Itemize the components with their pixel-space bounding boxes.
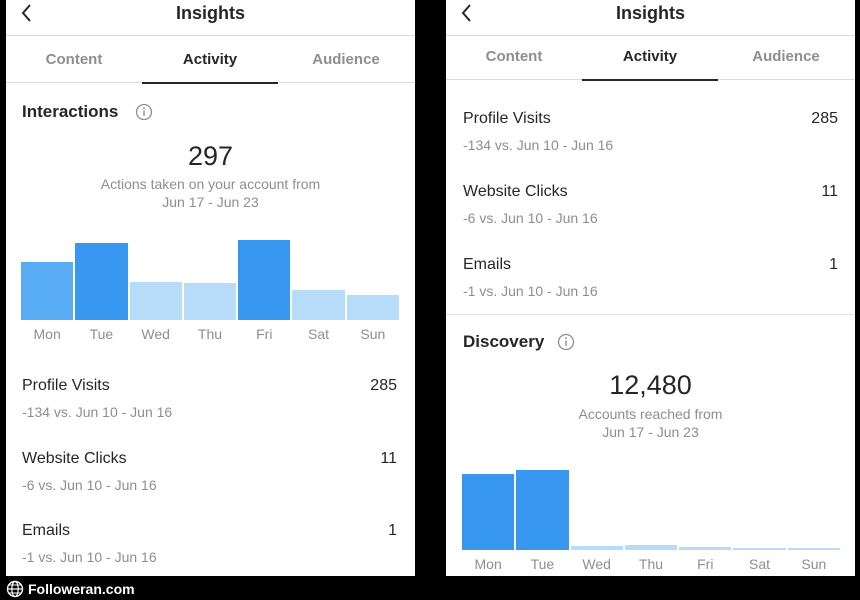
day-label-thu: Thu (638, 556, 664, 572)
metric-label: Emails (463, 256, 512, 273)
bar-fri[interactable] (238, 240, 291, 320)
discovery-caption: Accounts reached from (578, 406, 723, 422)
day-label-tue: Tue (89, 326, 114, 342)
discovery-date-range: Jun 17 - Jun 23 (602, 424, 699, 440)
day-label-mon: Mon (474, 556, 502, 572)
day-label-tue: Tue (530, 556, 555, 572)
metric-website-clicks[interactable]: Website Clicks 11 -6 vs. Jun 10 - Jun 16 (6, 450, 415, 510)
tab-content[interactable]: Content (485, 48, 543, 65)
metric-profile-visits[interactable]: Profile Visits 285 -134 vs. Jun 10 - Jun… (6, 377, 415, 437)
back-arrow-icon[interactable] (16, 2, 38, 24)
metric-label: Profile Visits (22, 377, 110, 394)
bar-mon[interactable] (21, 262, 74, 320)
interactions-title: Interactions (22, 102, 119, 121)
metric-comparison: -6 vs. Jun 10 - Jun 16 (463, 210, 598, 226)
metric-label: Website Clicks (463, 183, 568, 200)
interactions-date-range: Jun 17 - Jun 23 (162, 194, 259, 210)
discovery-title: Discovery (463, 332, 545, 351)
metric-profile-visits[interactable]: Profile Visits 285 -134 vs. Jun 10 - Jun… (446, 110, 855, 170)
section-divider (446, 314, 855, 315)
day-label-fri: Fri (256, 326, 273, 342)
interactions-bar-chart (20, 240, 400, 320)
metric-value: 11 (821, 183, 838, 200)
day-label-fri: Fri (697, 556, 714, 572)
day-label-mon: Mon (33, 326, 61, 342)
insights-panel-left: Insights Content Activity Audience Inter… (6, 0, 415, 576)
bar-thu[interactable] (624, 545, 678, 550)
discovery-day-labels: Mon Tue Wed Thu Fri Sat Sun (461, 556, 841, 574)
top-bar: Insights (446, 0, 855, 36)
metric-comparison: -1 vs. Jun 10 - Jun 16 (22, 549, 157, 565)
discovery-total: 12,480 (609, 370, 692, 400)
day-label-wed: Wed (582, 556, 611, 572)
metric-value: 1 (388, 522, 397, 539)
metric-value: 11 (380, 450, 397, 467)
tab-content[interactable]: Content (45, 51, 103, 68)
day-label-thu: Thu (197, 326, 223, 342)
top-bar: Insights (6, 0, 415, 36)
tab-bar: Content Activity Audience (446, 34, 855, 81)
tab-activity[interactable]: Activity (142, 37, 278, 84)
discovery-bar-chart (461, 470, 841, 550)
metric-value: 1 (829, 256, 838, 273)
metric-comparison: -134 vs. Jun 10 - Jun 16 (22, 404, 173, 420)
metric-comparison: -1 vs. Jun 10 - Jun 16 (463, 283, 598, 299)
bar-wed[interactable] (570, 546, 623, 550)
bar-wed[interactable] (129, 282, 182, 320)
bar-fri[interactable] (679, 547, 732, 550)
back-arrow-icon[interactable] (456, 2, 478, 24)
day-label-sun: Sun (360, 326, 386, 342)
page-title: Insights (615, 3, 685, 23)
info-icon[interactable] (557, 333, 575, 351)
page-title: Insights (175, 3, 245, 23)
bar-tue[interactable] (75, 243, 128, 320)
metric-value: 285 (811, 110, 838, 127)
watermark-text: Followeran.com (28, 581, 135, 597)
tab-audience[interactable]: Audience (312, 51, 380, 68)
globe-icon (6, 580, 24, 598)
insights-panel-right: Insights Content Activity Audience Profi… (446, 0, 855, 576)
metric-value: 285 (370, 377, 397, 394)
tab-audience[interactable]: Audience (752, 48, 820, 65)
metric-label: Emails (22, 522, 71, 539)
metric-comparison: -134 vs. Jun 10 - Jun 16 (463, 137, 614, 153)
info-icon[interactable] (135, 103, 153, 121)
metric-website-clicks[interactable]: Website Clicks 11 -6 vs. Jun 10 - Jun 16 (446, 183, 855, 243)
bar-mon[interactable] (462, 474, 515, 550)
day-label-wed: Wed (141, 326, 170, 342)
interactions-caption: Actions taken on your account from (100, 176, 321, 192)
interactions-total: 297 (187, 141, 234, 171)
metric-label: Profile Visits (463, 110, 551, 127)
watermark: Followeran.com (6, 580, 135, 598)
bar-thu[interactable] (183, 283, 237, 320)
metric-label: Website Clicks (22, 450, 127, 467)
metric-emails[interactable]: Emails 1 -1 vs. Jun 10 - Jun 16 (446, 256, 855, 316)
metric-comparison: -6 vs. Jun 10 - Jun 16 (22, 477, 157, 493)
interactions-day-labels: Mon Tue Wed Thu Fri Sat Sun (20, 326, 400, 344)
tab-bar: Content Activity Audience (6, 37, 415, 84)
bar-sat[interactable] (292, 290, 345, 320)
day-label-sun: Sun (801, 556, 827, 572)
day-label-sat: Sat (749, 556, 771, 572)
metric-emails[interactable]: Emails 1 -1 vs. Jun 10 - Jun 16 (6, 522, 415, 576)
bar-sun[interactable] (787, 548, 840, 550)
bar-tue[interactable] (516, 470, 569, 550)
tab-activity[interactable]: Activity (582, 34, 718, 81)
bar-sat[interactable] (733, 548, 786, 550)
bar-sun[interactable] (346, 295, 399, 320)
day-label-sat: Sat (308, 326, 330, 342)
